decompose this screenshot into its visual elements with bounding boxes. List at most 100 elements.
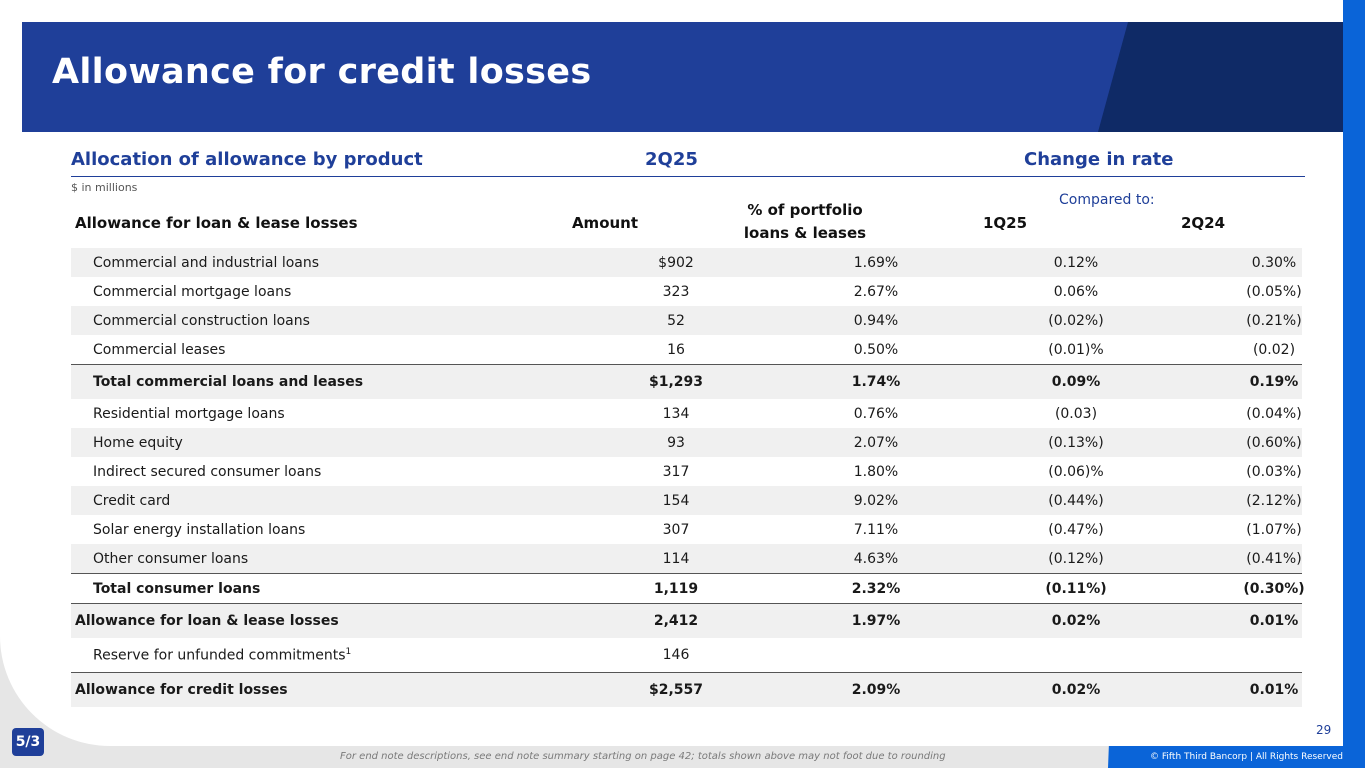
row-label-text: Reserve for unfunded commitments <box>93 647 346 664</box>
row-label: Allowance for loan & lease losses <box>75 613 339 629</box>
table-row-total: Allowance for loan & lease losses 2,412 … <box>71 603 1302 638</box>
row-change-2q24: 0.01% <box>1249 613 1299 629</box>
col-header-label: Allowance for loan & lease losses <box>75 214 358 232</box>
row-change-1q25: 0.09% <box>1051 374 1101 390</box>
row-label: Total consumer loans <box>93 580 261 597</box>
table-row: Commercial construction loans 52 0.94% (… <box>71 306 1302 335</box>
row-label: Credit card <box>93 492 171 509</box>
header-band <box>22 22 1343 132</box>
row-label: Residential mortgage loans <box>93 405 285 422</box>
row-amount: $902 <box>658 254 694 271</box>
row-amount: 16 <box>667 341 685 358</box>
row-change-2q24: (2.12%) <box>1246 492 1302 509</box>
row-amount: 307 <box>662 521 690 538</box>
row-label: Home equity <box>93 434 183 451</box>
row-amount: 323 <box>662 283 690 300</box>
row-change-2q24: (0.30%) <box>1243 580 1305 597</box>
table-row: Credit card 154 9.02% (0.44%) (2.12%) <box>71 486 1302 515</box>
copyright: © Fifth Third Bancorp | All Rights Reser… <box>1150 752 1343 762</box>
row-label: Total commercial loans and leases <box>93 374 364 390</box>
col-header-pct-line2: loans & leases <box>743 224 867 242</box>
row-label: Commercial construction loans <box>93 312 310 329</box>
row-pct: 2.32% <box>851 580 901 597</box>
row-change-2q24: (0.21%) <box>1246 312 1302 329</box>
table-row: Residential mortgage loans 134 0.76% (0.… <box>71 399 1302 428</box>
row-change-2q24: (0.02) <box>1252 341 1296 358</box>
row-amount: $1,293 <box>648 374 704 390</box>
row-change-1q25: 0.06% <box>1053 283 1099 300</box>
row-change-2q24: (0.05%) <box>1246 283 1302 300</box>
allowance-table: Commercial and industrial loans $902 1.6… <box>71 248 1305 707</box>
row-pct: 1.97% <box>851 613 901 629</box>
row-change-2q24: (0.60%) <box>1246 434 1302 451</box>
row-change-2q24: (0.41%) <box>1246 550 1302 567</box>
table-row-total: Total commercial loans and leases $1,293… <box>71 364 1302 399</box>
fifth-third-logo-icon: 5/3 <box>12 728 44 756</box>
row-change-1q25: (0.03) <box>1054 405 1098 422</box>
row-change-1q25: (0.12%) <box>1048 550 1104 567</box>
row-amount: 317 <box>662 463 690 480</box>
row-pct: 1.74% <box>851 374 901 390</box>
row-pct: 7.11% <box>853 521 899 538</box>
footnote-marker: 1 <box>345 646 352 657</box>
row-pct: 2.07% <box>853 434 899 451</box>
row-pct: 9.02% <box>853 492 899 509</box>
col-header-1q25: 1Q25 <box>982 214 1028 232</box>
page-number: 29 <box>1316 723 1332 737</box>
row-amount: 1,119 <box>653 580 699 597</box>
row-change-2q24: 0.01% <box>1249 682 1299 698</box>
row-label: Reserve for unfunded commitments1 <box>93 647 351 664</box>
row-pct: 2.67% <box>853 283 899 300</box>
section-title-period: 2Q25 <box>645 149 698 170</box>
row-pct: 1.69% <box>853 254 899 271</box>
row-amount: 2,412 <box>653 613 699 629</box>
row-pct: 0.50% <box>853 341 899 358</box>
col-header-amount: Amount <box>571 214 639 232</box>
row-label: Indirect secured consumer loans <box>93 463 322 480</box>
row-pct: 0.76% <box>853 405 899 422</box>
row-change-2q24: (0.04%) <box>1246 405 1302 422</box>
col-header-2q24: 2Q24 <box>1180 214 1226 232</box>
row-label: Allowance for credit losses <box>75 682 288 698</box>
page-title: Allowance for credit losses <box>52 52 592 92</box>
row-pct: 0.94% <box>853 312 899 329</box>
section-title-change: Change in rate <box>1024 149 1174 170</box>
row-label: Commercial leases <box>93 341 226 358</box>
row-change-1q25: (0.01)% <box>1048 341 1104 358</box>
row-change-2q24: (1.07%) <box>1246 521 1302 538</box>
row-label: Commercial mortgage loans <box>93 283 292 300</box>
row-change-2q24: 0.19% <box>1249 374 1299 390</box>
row-pct: 1.80% <box>853 463 899 480</box>
units-note: $ in millions <box>71 181 138 194</box>
row-label: Solar energy installation loans <box>93 521 306 538</box>
section-header: Allocation of allowance by product 2Q25 … <box>71 146 1305 177</box>
table-row: Other consumer loans 114 4.63% (0.12%) (… <box>71 544 1302 573</box>
header-dark-corner <box>1098 22 1343 132</box>
row-change-1q25: (0.47%) <box>1048 521 1104 538</box>
table-row: Solar energy installation loans 307 7.11… <box>71 515 1302 544</box>
row-change-2q24: 0.30% <box>1251 254 1297 271</box>
row-amount: $2,557 <box>648 682 704 698</box>
row-amount: 134 <box>662 405 690 422</box>
col-header-pct-line1: % of portfolio <box>747 201 863 219</box>
row-label: Other consumer loans <box>93 550 249 567</box>
table-row: Commercial leases 16 0.50% (0.01)% (0.02… <box>71 335 1302 364</box>
table-row: Indirect secured consumer loans 317 1.80… <box>71 457 1302 486</box>
row-amount: 52 <box>667 312 685 329</box>
table-row: Reserve for unfunded commitments1 146 <box>71 638 1302 672</box>
end-note: For end note descriptions, see end note … <box>340 751 946 762</box>
table-row: Commercial and industrial loans $902 1.6… <box>71 248 1302 277</box>
row-change-1q25: (0.11%) <box>1045 580 1107 597</box>
row-pct: 4.63% <box>853 550 899 567</box>
col-header-pct: % of portfolio loans & leases <box>730 199 880 249</box>
row-amount: 93 <box>667 434 685 451</box>
row-change-1q25: 0.02% <box>1051 613 1101 629</box>
row-change-1q25: (0.13%) <box>1048 434 1104 451</box>
row-amount: 154 <box>662 492 690 509</box>
table-row: Home equity 93 2.07% (0.13%) (0.60%) <box>71 428 1302 457</box>
row-amount: 114 <box>662 550 690 567</box>
compared-to-label: Compared to: <box>1059 192 1155 208</box>
row-change-2q24: (0.03%) <box>1246 463 1302 480</box>
row-change-1q25: 0.02% <box>1051 682 1101 698</box>
